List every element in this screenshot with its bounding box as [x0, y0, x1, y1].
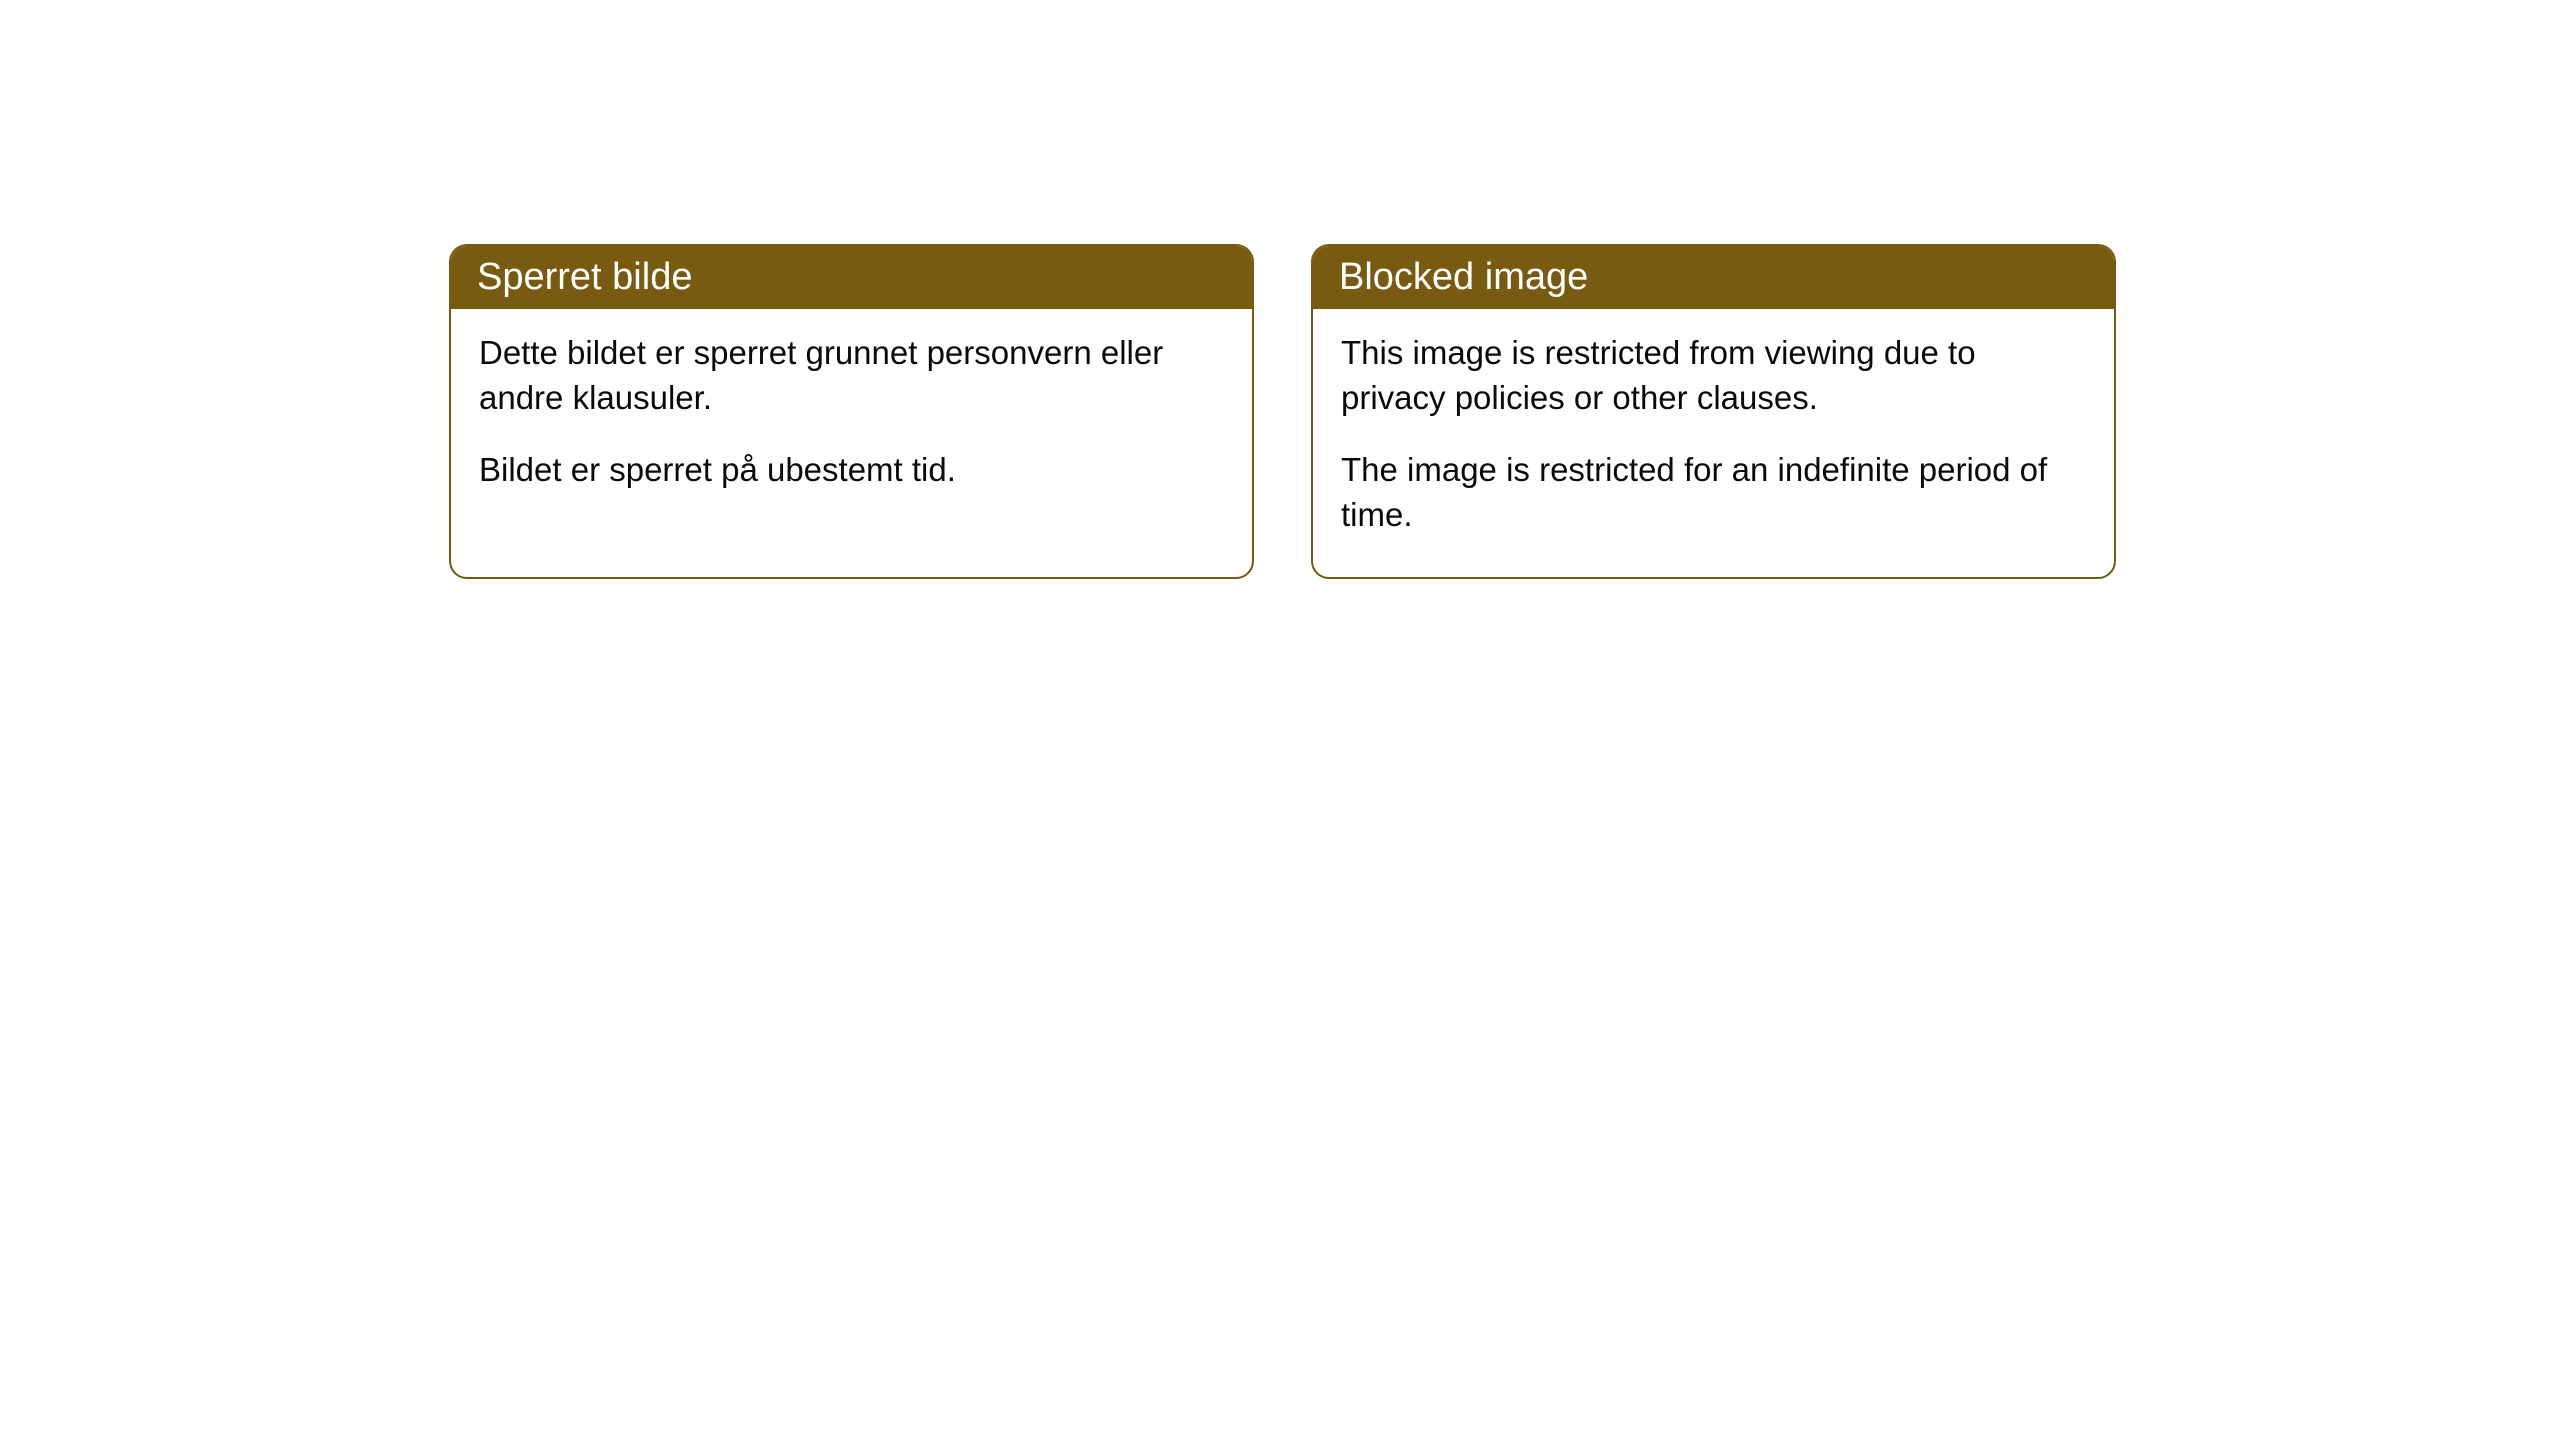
- card-title: Sperret bilde: [477, 256, 692, 298]
- card-title: Blocked image: [1339, 256, 1588, 298]
- notice-card-english: Blocked image This image is restricted f…: [1311, 244, 2116, 579]
- card-body: Dette bildet er sperret grunnet personve…: [451, 309, 1252, 533]
- notice-cards-container: Sperret bilde Dette bildet er sperret gr…: [449, 244, 2116, 579]
- notice-card-norwegian: Sperret bilde Dette bildet er sperret gr…: [449, 244, 1254, 579]
- card-header: Blocked image: [1313, 246, 2114, 309]
- card-paragraph: This image is restricted from viewing du…: [1341, 331, 2086, 420]
- card-paragraph: Dette bildet er sperret grunnet personve…: [479, 331, 1224, 420]
- card-paragraph: Bildet er sperret på ubestemt tid.: [479, 448, 1224, 493]
- card-paragraph: The image is restricted for an indefinit…: [1341, 448, 2086, 537]
- card-body: This image is restricted from viewing du…: [1313, 309, 2114, 577]
- card-header: Sperret bilde: [451, 246, 1252, 309]
